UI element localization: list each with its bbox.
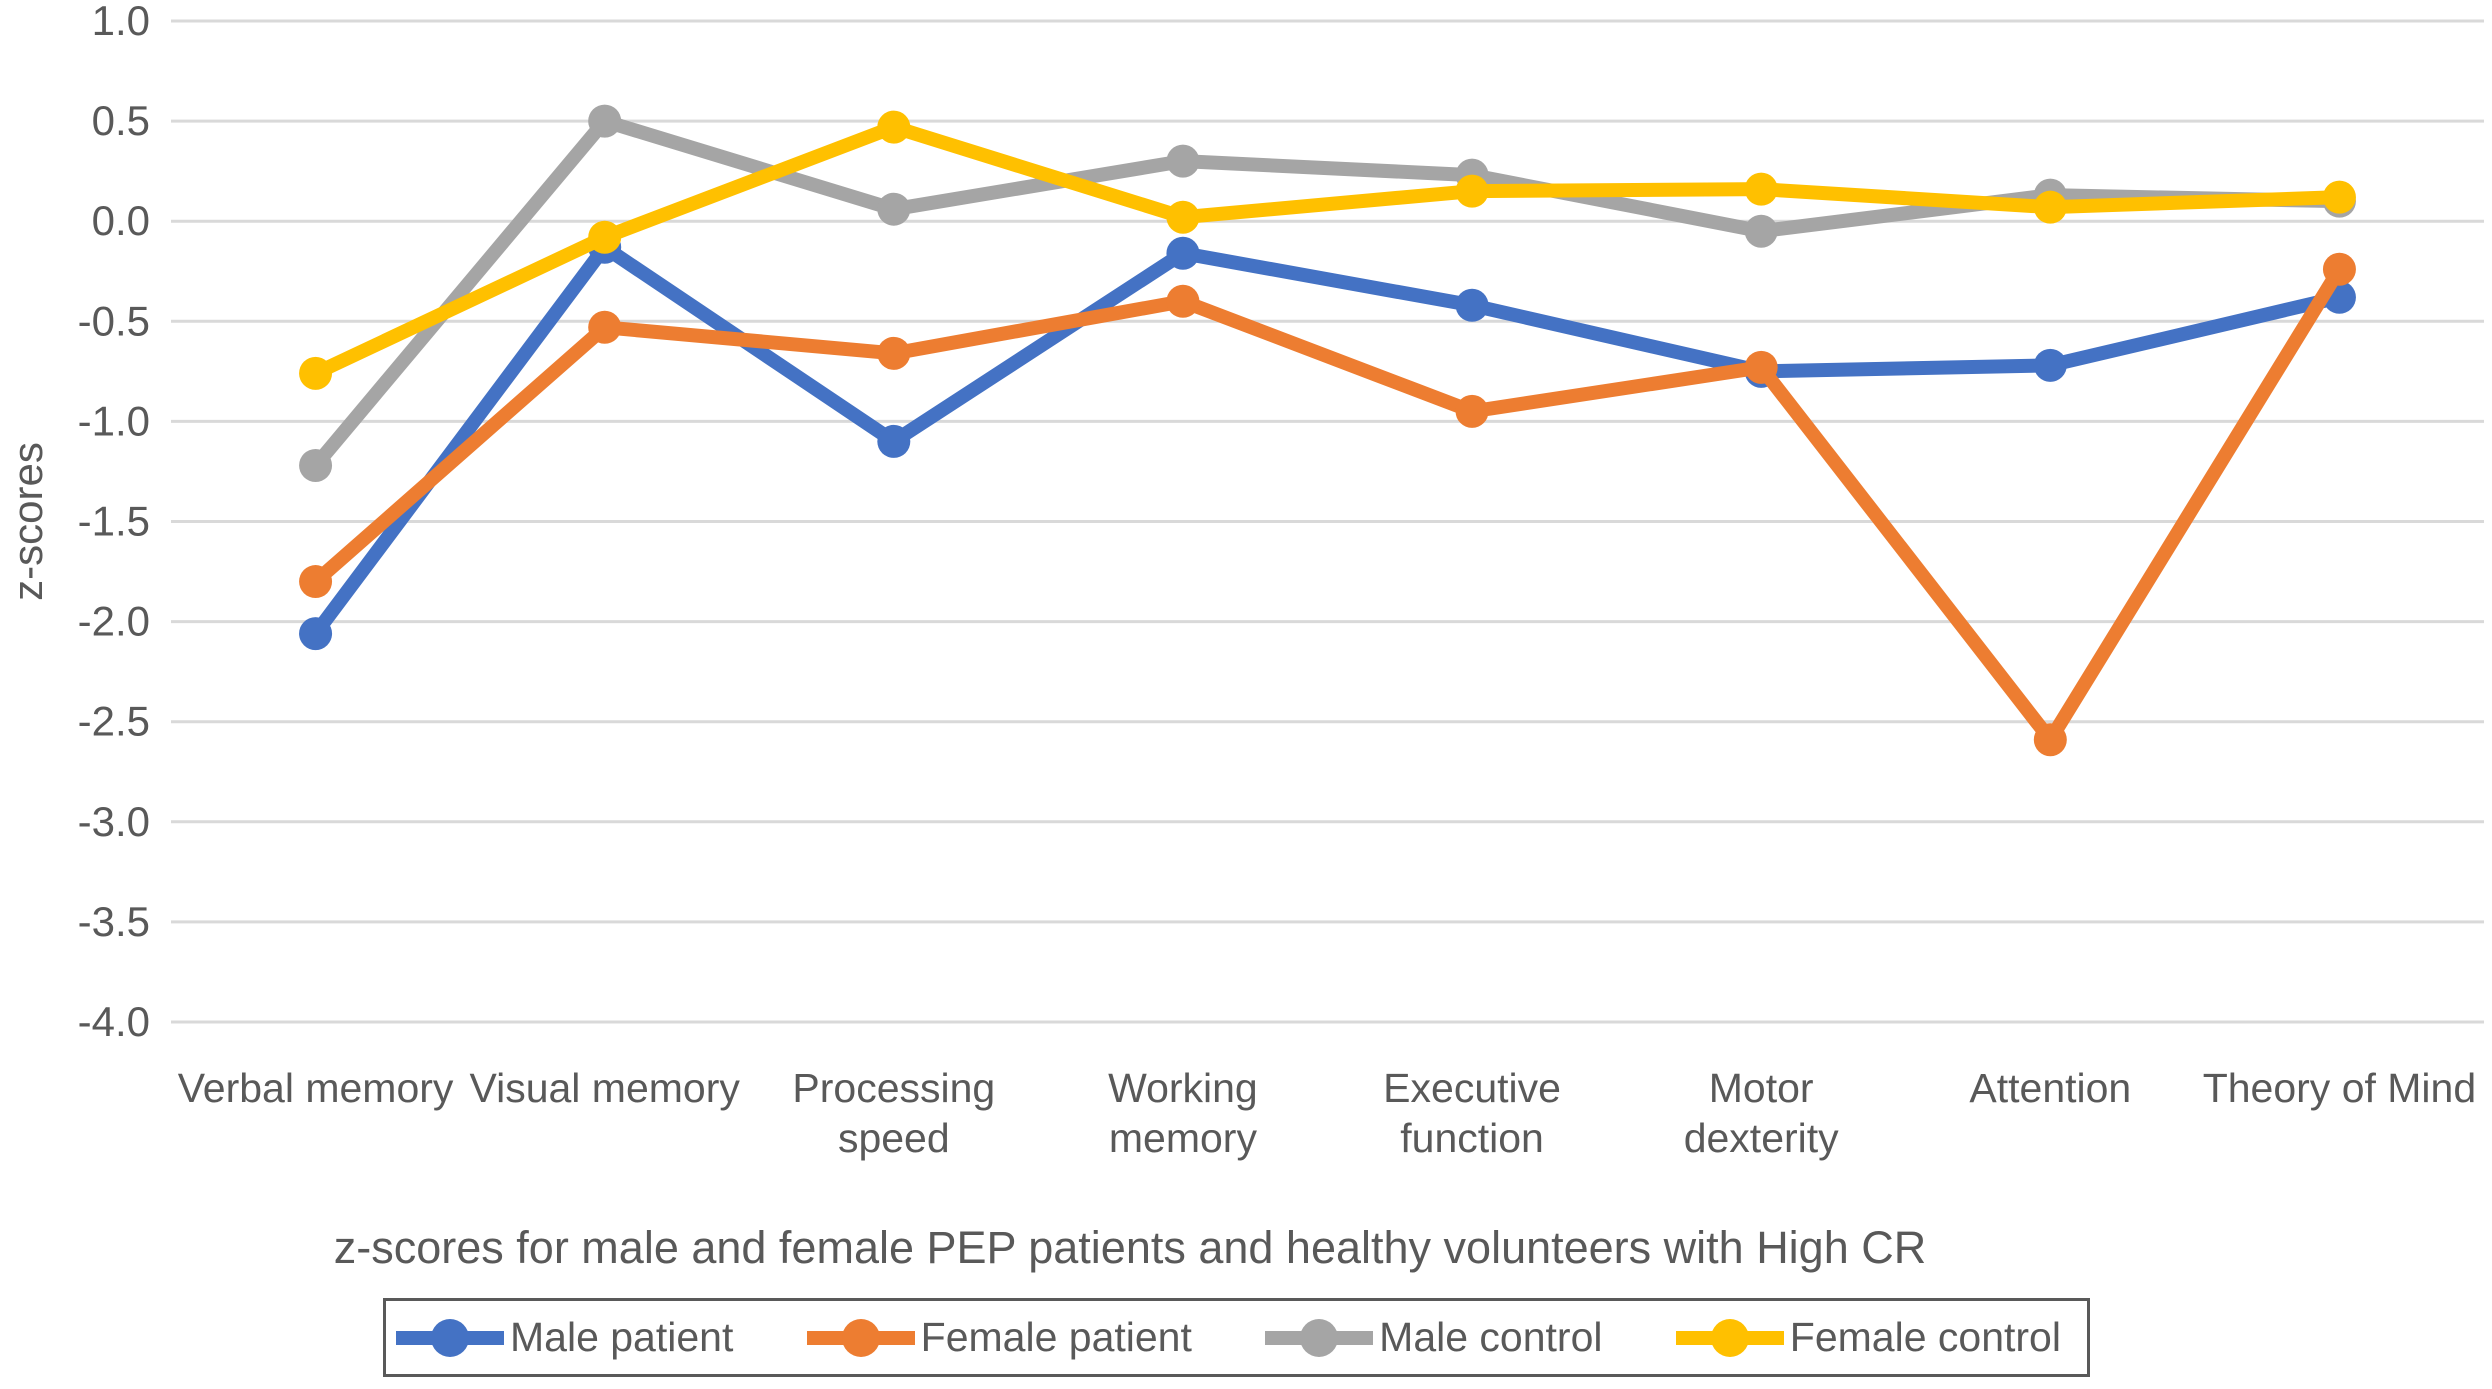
legend-marker-female-patient: [806, 1318, 915, 1357]
data-point-female-patient-motor-dexterity: [1744, 350, 1778, 384]
series-female-control: [299, 110, 2356, 390]
data-point-male-patient-processing-speed: [877, 424, 911, 458]
data-point-male-patient-verbal-memory: [299, 617, 333, 651]
gridlines: [171, 19, 2484, 1024]
legend-marker-male-patient: [396, 1318, 504, 1357]
x-category-label-processing-speed: Processing: [792, 1065, 995, 1111]
x-category-label-executive-function: Executive: [1383, 1065, 1561, 1111]
data-point-male-patient-executive-function: [1455, 288, 1489, 322]
data-point-female-patient-attention: [2033, 723, 2067, 757]
data-point-female-control-attention: [2033, 190, 2067, 224]
legend-marker-dot-male-patient: [431, 1318, 469, 1357]
legend-marker-dot-female-patient: [841, 1318, 880, 1357]
data-point-female-control-motor-dexterity: [1744, 172, 1778, 206]
legend-label-male-control: Male control: [1379, 1314, 1603, 1360]
legend-marker-dot-male-control: [1300, 1318, 1339, 1357]
y-tick-label--1.5: -1.5: [78, 498, 150, 545]
y-tick-label--2.0: -2.0: [78, 598, 150, 645]
legend-entry-female-control: Female control: [1675, 1314, 2061, 1361]
series-male-patient: [299, 230, 2356, 651]
x-category-label-motor-dexterity: Motor: [1709, 1065, 1814, 1111]
x-category-label-verbal-memory: Verbal memory: [178, 1065, 454, 1111]
data-point-male-control-verbal-memory: [299, 448, 333, 482]
data-point-female-control-executive-function: [1455, 174, 1489, 208]
data-point-female-patient-working-memory: [1166, 284, 1200, 318]
x-category-label-visual-memory: Visual memory: [469, 1065, 740, 1111]
y-axis-title: z-scores: [4, 442, 51, 601]
data-point-female-control-visual-memory: [588, 220, 622, 254]
legend-entry-female-patient: Female patient: [806, 1314, 1192, 1361]
y-tick-label--2.5: -2.5: [78, 698, 150, 745]
x-category-label-motor-dexterity: dexterity: [1684, 1115, 1839, 1161]
data-point-female-patient-processing-speed: [877, 336, 911, 370]
data-point-male-control-processing-speed: [877, 192, 911, 226]
chart-legend: Male patient Female patient Male control Fe…: [383, 1298, 2090, 1377]
x-axis-category-labels: Verbal memory Visual memory Processingspee…: [178, 1065, 2476, 1161]
y-tick-label--4.0: -4.0: [78, 998, 150, 1045]
data-point-female-patient-theory-of-mind: [2322, 252, 2356, 286]
x-category-label-executive-function: function: [1400, 1115, 1544, 1161]
x-category-label-processing-speed: speed: [838, 1115, 950, 1161]
legend-label-female-patient: Female patient: [920, 1314, 1192, 1360]
data-point-male-patient-working-memory: [1166, 236, 1200, 270]
x-category-label-working-memory: Working: [1108, 1065, 1258, 1111]
x-category-label-theory-of-mind: Theory of Mind: [2203, 1065, 2476, 1111]
legend-entry-male-patient: Male patient: [396, 1314, 733, 1361]
legend-marker-male-control: [1265, 1318, 1374, 1357]
legend-label-female-control: Female control: [1789, 1314, 2061, 1360]
y-tick-label--0.5: -0.5: [78, 297, 150, 344]
y-tick-label-0.0: 0.0: [92, 197, 150, 244]
series-male-control: [299, 104, 2356, 482]
data-point-female-control-processing-speed: [877, 110, 911, 144]
y-tick-label-1.0: 1.0: [92, 0, 150, 44]
data-point-male-control-working-memory: [1166, 144, 1200, 178]
data-point-male-control-visual-memory: [588, 104, 622, 138]
series-line-male-control: [308, 114, 2347, 473]
x-category-label-working-memory: memory: [1109, 1115, 1258, 1161]
legend-label-male-patient: Male patient: [510, 1314, 734, 1360]
legend-marker-dot-female-control: [1710, 1318, 1749, 1357]
series-line-female-patient: [308, 262, 2347, 747]
data-point-male-control-motor-dexterity: [1744, 214, 1778, 248]
data-point-female-control-theory-of-mind: [2322, 180, 2356, 214]
y-tick-label--3.5: -3.5: [78, 898, 150, 945]
legend-marker-female-control: [1675, 1318, 1784, 1357]
series-line-male-patient: [308, 240, 2347, 641]
chart-title: z-scores for male and female PEP patient…: [333, 1222, 1927, 1273]
data-point-female-control-working-memory: [1166, 200, 1200, 234]
y-tick-label-0.5: 0.5: [92, 97, 150, 144]
data-point-male-patient-attention: [2033, 348, 2067, 382]
y-tick-label--3.0: -3.0: [78, 798, 150, 845]
legend-entry-male-control: Male control: [1265, 1314, 1603, 1361]
data-point-female-patient-executive-function: [1455, 394, 1489, 428]
x-category-label-attention: Attention: [1969, 1065, 2131, 1111]
series-female-patient: [299, 252, 2356, 757]
data-point-female-control-verbal-memory: [299, 356, 333, 390]
data-point-female-patient-visual-memory: [588, 310, 622, 344]
series-line-female-control: [308, 120, 2347, 381]
data-point-female-patient-verbal-memory: [299, 565, 333, 599]
y-tick-label--1.0: -1.0: [78, 397, 150, 444]
y-axis-tick-labels: 1.0 0.5 0.0 -0.5 -1.0 -1.5 -2.0 -2.5 -3.0 -3.5 -4.…: [78, 0, 150, 1045]
